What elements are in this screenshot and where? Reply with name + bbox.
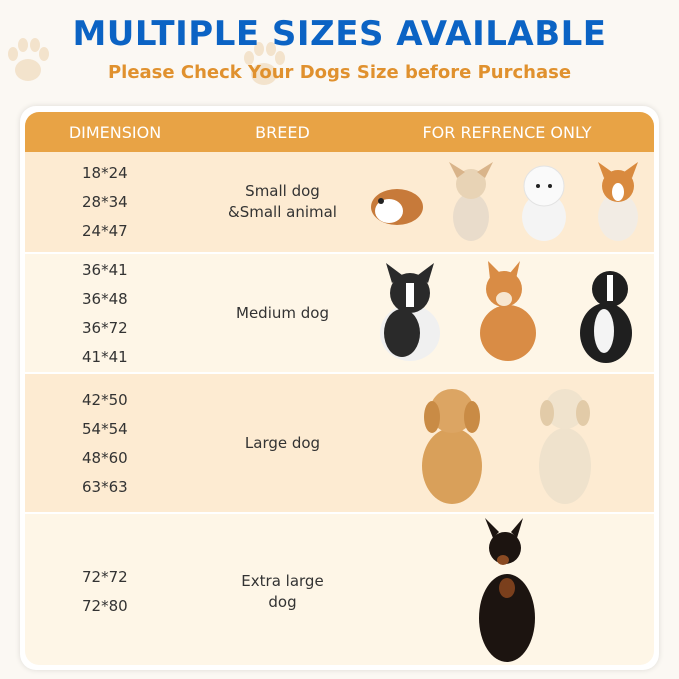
- header-reference: FOR REFRENCE ONLY: [422, 122, 592, 142]
- dimension-list: 36*41 36*48 36*72 41*41: [25, 261, 205, 366]
- border-collie-image: [579, 270, 632, 363]
- reference-pictures: [360, 254, 654, 372]
- dimension: 18*24: [82, 164, 128, 182]
- dimension: 42*50: [82, 390, 128, 409]
- reference-pictures: [360, 374, 654, 512]
- corgi-image: [597, 162, 638, 241]
- dimension-list: 18*24 28*34 24*47: [25, 164, 205, 240]
- breed-label: Medium dog: [205, 303, 360, 324]
- table-row: 18*24 28*34 24*47 Small dog &Small anima…: [25, 152, 654, 254]
- golden-retriever-image: [421, 388, 482, 504]
- reference-pictures: [360, 152, 654, 252]
- doberman-image: [479, 517, 535, 662]
- paw-print-icon: [8, 38, 49, 81]
- breed-line: Extra large: [241, 571, 324, 590]
- bichon-frise-image: [522, 165, 567, 241]
- breed-line: &Small animal: [228, 203, 337, 221]
- dimension: 41*41: [82, 347, 128, 366]
- breed-line: dog: [268, 592, 297, 611]
- header-dimension: DIMENSION: [68, 122, 162, 142]
- breed-line: Small dog: [245, 182, 320, 200]
- size-table: DIMENSION BREED FOR REFRENCE ONLY 18*24 …: [25, 112, 654, 665]
- paw-print-icon: [244, 42, 285, 85]
- breed-label: Extra large dog: [205, 571, 360, 613]
- dimension: 36*41: [82, 260, 128, 279]
- breed-label: Large dog: [205, 433, 360, 454]
- table-header: DIMENSION BREED FOR REFRENCE ONLY: [25, 112, 654, 152]
- breed-line: Large dog: [244, 433, 321, 452]
- page-title: MULTIPLE SIZES AVAILABLE: [72, 14, 607, 54]
- breed-label: Small dog &Small animal: [205, 181, 360, 223]
- header-breed: BREED: [255, 122, 310, 142]
- dimension: 72*80: [82, 597, 128, 615]
- page-subtitle: Please Check Your Dogs Size before Purch…: [107, 62, 572, 83]
- dimension: 72*72: [82, 568, 128, 586]
- labrador-image: [538, 388, 591, 504]
- shiba-inu-image: [479, 260, 536, 361]
- dimension: 63*63: [82, 477, 128, 496]
- dimension: 24*47: [82, 222, 128, 240]
- dimension-list: 72*72 72*80: [25, 568, 205, 615]
- table-row: 42*50 54*54 48*60 63*63 Large dog: [25, 374, 654, 514]
- guinea-pig-image: [371, 189, 424, 225]
- dimension-list: 42*50 54*54 48*60 63*63: [25, 391, 205, 496]
- dimension: 36*72: [82, 318, 128, 337]
- table-row: 36*41 36*48 36*72 41*41 Medium dog: [25, 254, 654, 374]
- dimension: 54*54: [82, 419, 128, 438]
- reference-pictures: [360, 514, 654, 665]
- chihuahua-image: [448, 162, 493, 241]
- dimension: 36*48: [82, 289, 128, 308]
- french-bulldog-image: [379, 263, 440, 361]
- breed-line: Medium dog: [236, 303, 329, 322]
- dimension: 28*34: [82, 193, 128, 211]
- dimension: 48*60: [82, 448, 128, 467]
- table-row: 72*72 72*80 Extra large dog: [25, 514, 654, 665]
